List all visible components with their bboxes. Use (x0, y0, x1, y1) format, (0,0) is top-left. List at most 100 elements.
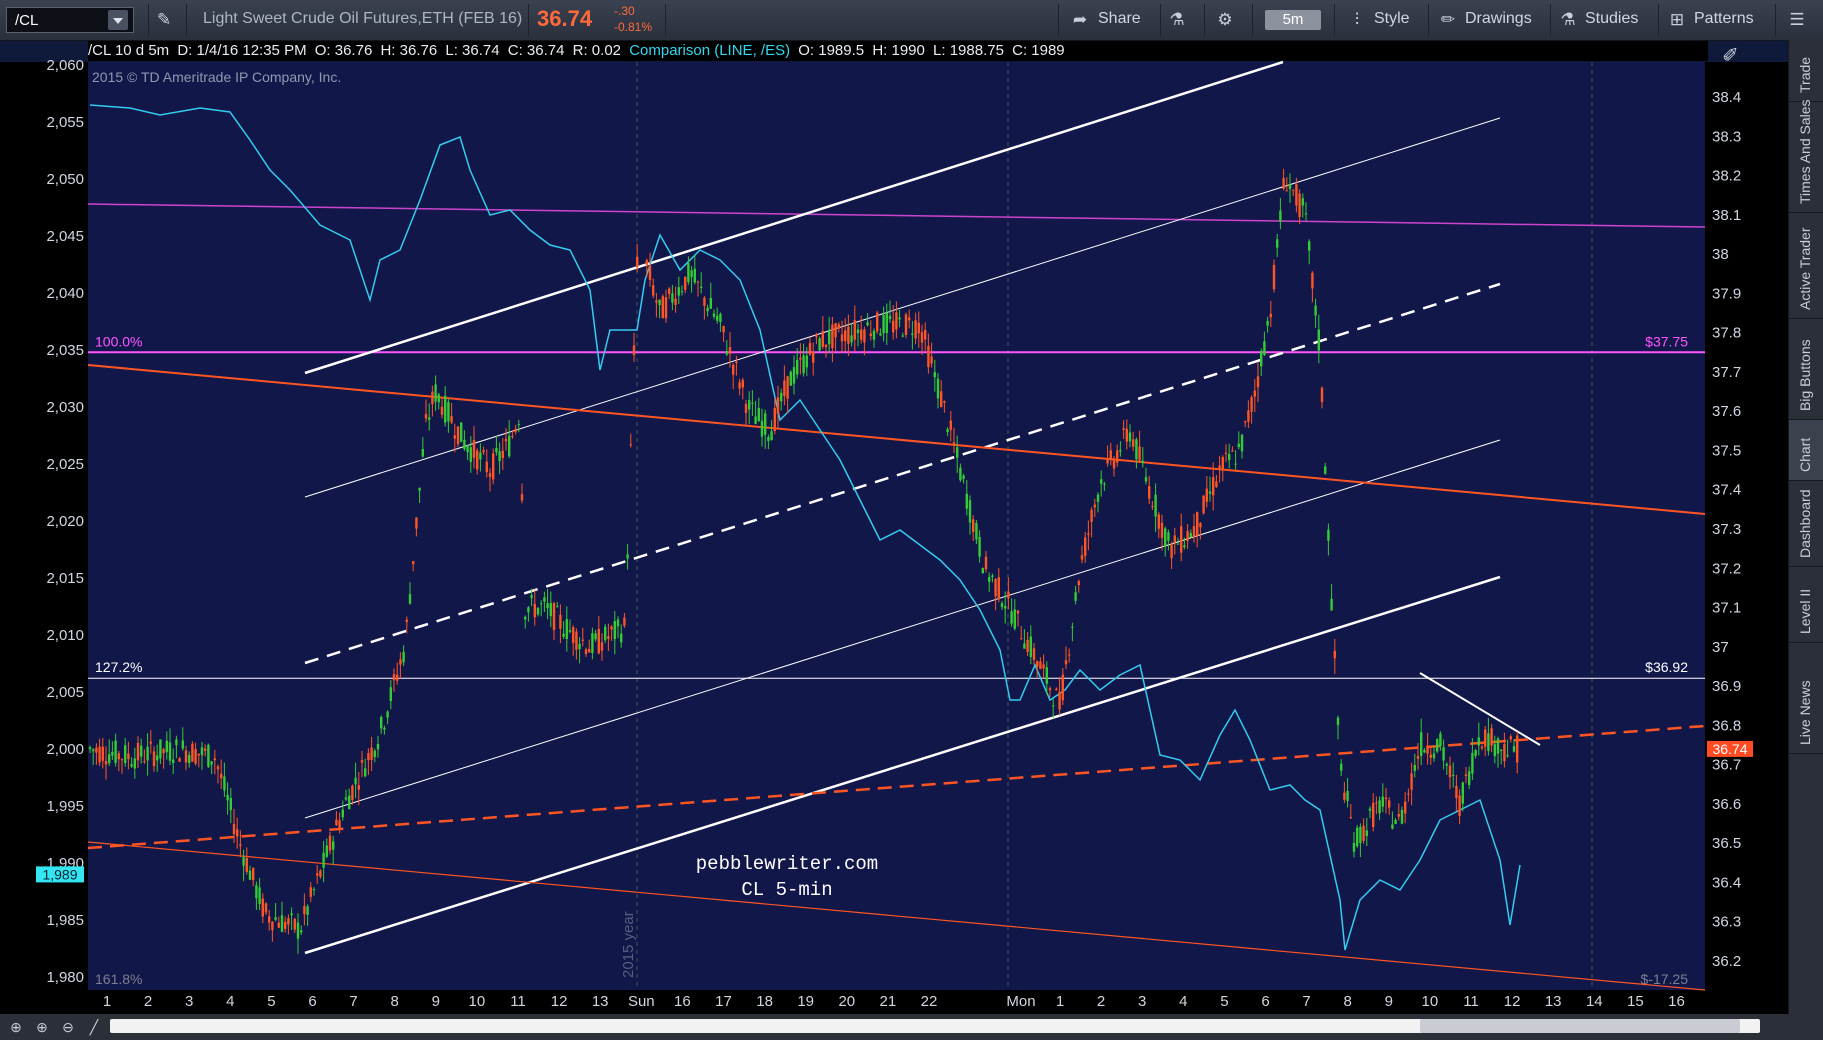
candle-style-icon[interactable]: ⫶ (1354, 10, 1360, 29)
candle-body (1285, 190, 1288, 192)
candle-body (933, 372, 936, 378)
chevron-down-icon[interactable] (108, 10, 128, 30)
share-icon[interactable]: ➦ (1072, 10, 1088, 29)
candle-body (549, 602, 552, 617)
candle-body (696, 281, 700, 283)
rail-tab-trade[interactable]: Trade (1789, 46, 1823, 102)
rail-tab-active-trader[interactable]: Active Trader (1789, 213, 1823, 319)
candle-body (568, 630, 572, 632)
candle-body (261, 898, 264, 917)
x-axis-tick-label: 10 (1422, 993, 1439, 1010)
candle-body (1276, 239, 1279, 248)
candle-body (1292, 189, 1295, 191)
menu-icon[interactable]: ☰ (1789, 10, 1805, 29)
timeframe-button[interactable]: 5m (1265, 10, 1321, 30)
candle-body (287, 917, 290, 925)
candle-body (741, 379, 744, 388)
candle-body (309, 887, 312, 897)
candle-body (744, 403, 748, 413)
candle-body (504, 438, 508, 442)
right-axis-tick-label: 36.9 (1712, 678, 1741, 695)
candle-body (1103, 483, 1106, 485)
x-axis-tick-label: 1 (1056, 993, 1064, 1010)
x-axis-tick-label: 11 (510, 993, 526, 1010)
zoom-out-icon[interactable]: ⊖ (62, 1019, 74, 1035)
style-button[interactable]: Style (1374, 10, 1410, 27)
candle-body (1487, 733, 1490, 752)
studies-button[interactable]: Studies (1585, 10, 1639, 27)
info-comparison: Comparison (LINE, /ES) (629, 42, 791, 59)
orange-dashed-trendline (87, 724, 1706, 850)
candle-body (437, 394, 440, 403)
candle-body (1212, 477, 1215, 496)
right-axis-tick-label: 36.8 (1712, 717, 1741, 734)
gear-icon[interactable]: ⚙ (1217, 10, 1233, 29)
candle-body (1336, 717, 1340, 726)
candle-body (754, 416, 757, 425)
x-axis-tick-label: 4 (1179, 993, 1187, 1010)
price-chart[interactable]: 38.438.338.238.13837.937.837.737.637.537… (0, 0, 1788, 1014)
candle-body (520, 494, 524, 501)
crosshair-icon[interactable]: ⊕ (10, 1019, 22, 1035)
candle-body (392, 674, 396, 681)
pencil-icon[interactable]: ✏ (1440, 10, 1456, 29)
left-axis-tick-label: 2,050 (46, 171, 84, 188)
patterns-button[interactable]: Patterns (1694, 10, 1754, 27)
rail-tab-level-ii[interactable]: Level II (1789, 567, 1823, 643)
candle-body (1474, 750, 1477, 756)
fib-level-label: 161.8% (95, 971, 142, 987)
draw-line-icon[interactable]: ╱ (89, 1019, 99, 1035)
toolbar-divider (186, 4, 187, 36)
candle-body (140, 745, 143, 757)
x-axis-tick-label: 15 (1627, 993, 1644, 1010)
rail-tab-chart[interactable]: Chart (1789, 420, 1823, 481)
candle-body (1372, 802, 1375, 827)
candle-body (1007, 591, 1010, 599)
candle-body (636, 256, 639, 268)
left-axis-tick-label: 2,020 (46, 513, 84, 530)
candle-body (1157, 514, 1160, 529)
candle-body (1410, 773, 1413, 790)
candle-body (575, 631, 578, 650)
share-button[interactable]: Share (1098, 10, 1141, 27)
candle-body (668, 288, 671, 294)
rail-tab-dashboard[interactable]: Dashboard (1789, 481, 1823, 567)
patterns-icon[interactable]: ⊞ (1669, 10, 1685, 29)
rail-tab-live-news[interactable]: Live News (1789, 643, 1823, 754)
candle-body (677, 287, 680, 296)
candle-body (226, 794, 229, 801)
candle-body (1404, 801, 1407, 814)
rail-tab-times-and-sales[interactable]: Times And Sales (1789, 99, 1823, 213)
candle-body (1397, 813, 1400, 817)
candle-body (1391, 824, 1394, 829)
pencil-icon[interactable]: ✎ (156, 10, 172, 29)
candle-body (271, 921, 274, 931)
candle-body (1333, 650, 1336, 659)
flask-icon[interactable]: ⚗ (1560, 10, 1576, 29)
rail-tab-label: Big Buttons (1797, 339, 1813, 411)
candle-body (773, 407, 776, 432)
candle-body (690, 270, 693, 278)
candle-body (312, 889, 316, 891)
x-axis-tick-label: 8 (391, 993, 399, 1010)
candle-body (127, 753, 130, 760)
right-axis-tick-label: 37.6 (1712, 403, 1741, 420)
candle-body (172, 759, 175, 764)
zoom-in-icon[interactable]: ⊕ (36, 1019, 48, 1035)
candle-body (984, 556, 988, 570)
candle-body (434, 384, 437, 402)
candle-body (453, 435, 456, 439)
candle-body (1304, 213, 1308, 215)
candle-body (200, 747, 204, 756)
flask-icon[interactable]: ⚗ (1169, 10, 1185, 29)
candle-body (1455, 785, 1458, 799)
candle-body (847, 326, 850, 344)
magenta-trendline (87, 203, 1706, 228)
chart-scrollbar[interactable] (110, 1019, 1760, 1033)
candle-body (1477, 737, 1480, 746)
scrollbar-thumb[interactable] (1420, 1019, 1740, 1033)
drawings-button[interactable]: Drawings (1465, 10, 1532, 27)
rail-tab-big-buttons[interactable]: Big Buttons (1789, 319, 1823, 420)
candle-body (316, 873, 319, 876)
candle-body (844, 330, 847, 342)
